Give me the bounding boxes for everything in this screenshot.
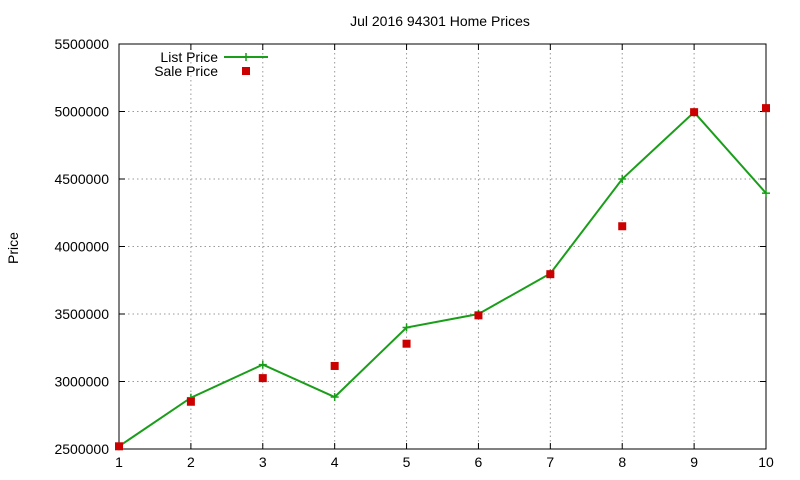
data-point (115, 442, 123, 451)
x-tick-label: 9 (690, 454, 698, 470)
series-line (118, 110, 767, 448)
y-tick-label: 3500000 (54, 306, 109, 322)
data-point (762, 104, 770, 113)
y-tick-label: 4000000 (54, 239, 109, 255)
y-tick-label: 4500000 (54, 171, 109, 187)
data-point (402, 323, 411, 332)
data-point (762, 189, 770, 198)
chart-title: Jul 2016 94301 Home Prices (350, 13, 530, 29)
data-point (690, 108, 699, 117)
x-tick-label: 2 (187, 454, 195, 470)
y-tick-label: 5500000 (54, 36, 109, 52)
series-0 (115, 108, 770, 451)
series-1 (115, 104, 770, 451)
x-tick-label: 1 (115, 454, 123, 470)
data-point (618, 222, 627, 231)
y-axis-label: Price (5, 232, 21, 264)
data-point (402, 339, 411, 348)
data-point (546, 270, 555, 279)
series-layer (115, 104, 770, 451)
y-tick-label: 3000000 (54, 374, 109, 390)
legend-square-marker (242, 67, 250, 75)
x-tick-label: 8 (618, 454, 626, 470)
data-point (258, 360, 267, 369)
x-tick-label: 5 (403, 454, 411, 470)
x-tick-label: 7 (546, 454, 554, 470)
data-point (258, 374, 267, 383)
y-tick-label: 2500000 (54, 441, 109, 457)
x-tick-label: 3 (259, 454, 267, 470)
data-point (330, 393, 339, 402)
x-tick-label: 4 (331, 454, 339, 470)
data-point (186, 397, 195, 406)
data-point (330, 361, 339, 370)
data-point (618, 175, 627, 183)
x-tick-label: 10 (758, 454, 774, 470)
legend-label: Sale Price (154, 63, 218, 79)
legend-label: List Price (160, 49, 218, 65)
legend-plus-marker (242, 53, 250, 61)
x-tick-label: 6 (475, 454, 483, 470)
y-tick-label: 5000000 (54, 104, 109, 120)
grid (119, 44, 766, 449)
axes (118, 43, 767, 450)
tick-labels: 1 2 3 4 5 6 7 8 9 10 2500000 3000000 3500000 4000000 4… (54, 36, 774, 470)
data-point (474, 311, 483, 320)
